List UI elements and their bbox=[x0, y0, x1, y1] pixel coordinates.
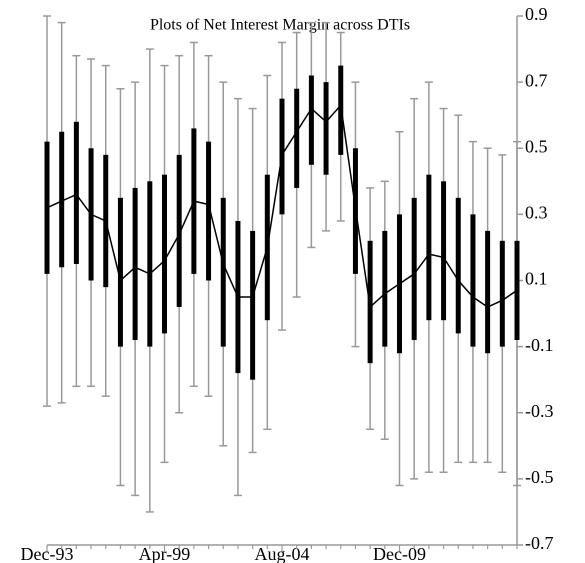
box bbox=[117, 197, 123, 347]
box bbox=[411, 197, 417, 341]
box bbox=[176, 154, 182, 307]
box bbox=[470, 214, 476, 347]
box bbox=[294, 88, 300, 188]
box bbox=[308, 75, 314, 165]
y-tick-label: -0.3 bbox=[525, 401, 554, 421]
box bbox=[162, 174, 167, 334]
x-tick-label: Apr-99 bbox=[139, 544, 191, 563]
x-tick-label: Aug-04 bbox=[255, 544, 310, 563]
x-tick-label: Dec-09 bbox=[373, 544, 426, 563]
box bbox=[367, 240, 373, 364]
box bbox=[220, 197, 226, 347]
x-tick-label: Dec-93 bbox=[21, 544, 74, 563]
y-tick-label: -0.1 bbox=[525, 335, 554, 355]
median-line bbox=[46, 103, 518, 309]
box bbox=[485, 230, 491, 354]
y-tick-label: 0.5 bbox=[525, 136, 548, 156]
box bbox=[59, 131, 65, 268]
chart-title: Plots of Net Interest Margin across DTIs bbox=[150, 17, 410, 34]
box bbox=[455, 197, 461, 334]
box bbox=[206, 141, 212, 281]
box bbox=[147, 181, 153, 347]
y-tick-label: 0.7 bbox=[525, 70, 548, 90]
y-tick-label: -0.5 bbox=[525, 467, 554, 487]
box bbox=[250, 230, 256, 380]
y-tick-label: 0.1 bbox=[525, 269, 548, 289]
box bbox=[499, 240, 505, 347]
y-tick-label: 0.3 bbox=[525, 203, 548, 223]
box bbox=[132, 187, 138, 341]
box bbox=[323, 82, 329, 175]
box bbox=[441, 181, 447, 321]
y-tick-label: 0.9 bbox=[525, 4, 548, 24]
box bbox=[382, 230, 388, 347]
box bbox=[73, 121, 79, 264]
box bbox=[426, 174, 432, 321]
y-tick-label: -0.7 bbox=[525, 533, 554, 553]
